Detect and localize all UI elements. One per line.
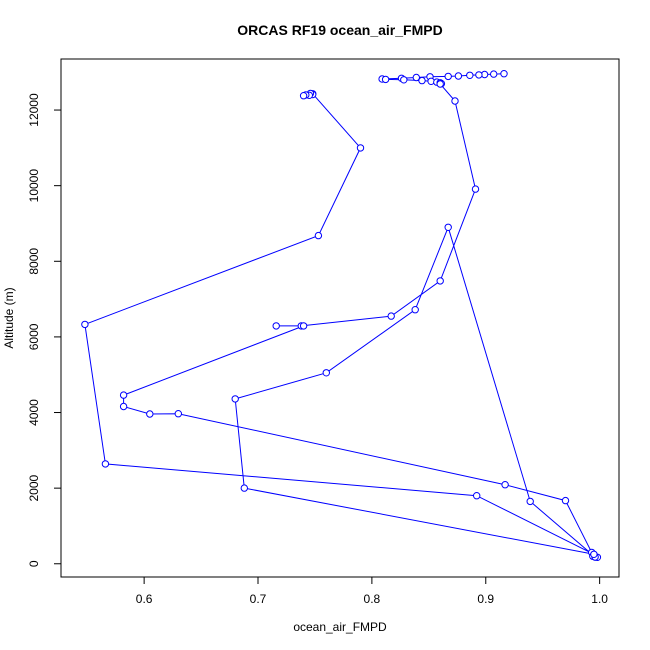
data-point <box>119 391 128 399</box>
y-tick-label: 2000 <box>27 474 41 501</box>
data-point <box>314 231 323 240</box>
x-tick-label: 0.7 <box>250 592 267 606</box>
data-point <box>387 312 395 320</box>
y-tick-label: 6000 <box>27 323 41 350</box>
data-point <box>454 72 463 80</box>
data-point <box>444 72 452 81</box>
data-point <box>466 71 474 80</box>
y-tick-label: 12000 <box>27 93 41 127</box>
x-tick-label: 0.9 <box>477 592 494 606</box>
data-point <box>231 395 239 403</box>
data-point <box>272 322 280 330</box>
data-point <box>322 369 330 377</box>
data-point <box>381 75 390 84</box>
data-point <box>411 306 419 314</box>
data-point <box>526 497 534 506</box>
data-point <box>451 97 459 105</box>
chart-title: ORCAS RF19 ocean_air_FMPD <box>237 22 442 38</box>
data-point <box>561 496 570 505</box>
data-point <box>101 460 110 468</box>
x-tick-label: 1.0 <box>591 592 608 606</box>
data-point <box>471 185 480 193</box>
x-axis: 0.6 0.7 0.8 0.9 1.0 <box>136 576 608 606</box>
data-point <box>119 402 128 411</box>
y-tick-label: 0 <box>27 560 41 567</box>
data-point <box>240 484 249 492</box>
data-point <box>436 277 444 285</box>
data-point <box>174 410 183 418</box>
data-point <box>436 80 444 88</box>
data-point <box>400 76 408 84</box>
data-point <box>146 410 154 418</box>
data-point <box>412 73 420 82</box>
y-axis-label: Altitude (m) <box>2 287 16 348</box>
data-point <box>418 76 426 85</box>
series-layer <box>81 70 602 561</box>
x-tick-label: 0.8 <box>364 592 381 606</box>
y-tick-label: 4000 <box>27 399 41 426</box>
data-point <box>500 70 508 78</box>
data-point <box>81 320 89 329</box>
data-point <box>473 492 481 500</box>
y-axis: 0 2000 4000 6000 8000 10000 12000 <box>27 93 62 567</box>
y-tick-label: 8000 <box>27 248 41 275</box>
x-axis-label: ocean_air_FMPD <box>293 620 387 634</box>
data-point <box>501 481 509 489</box>
y-tick-label: 10000 <box>27 169 41 203</box>
data-point <box>490 70 498 78</box>
x-tick-label: 0.6 <box>136 592 153 606</box>
data-point <box>444 223 452 232</box>
data-point <box>299 92 308 100</box>
data-point <box>299 322 308 330</box>
data-point <box>475 71 483 79</box>
data-point <box>356 144 365 152</box>
data-point <box>590 550 598 558</box>
